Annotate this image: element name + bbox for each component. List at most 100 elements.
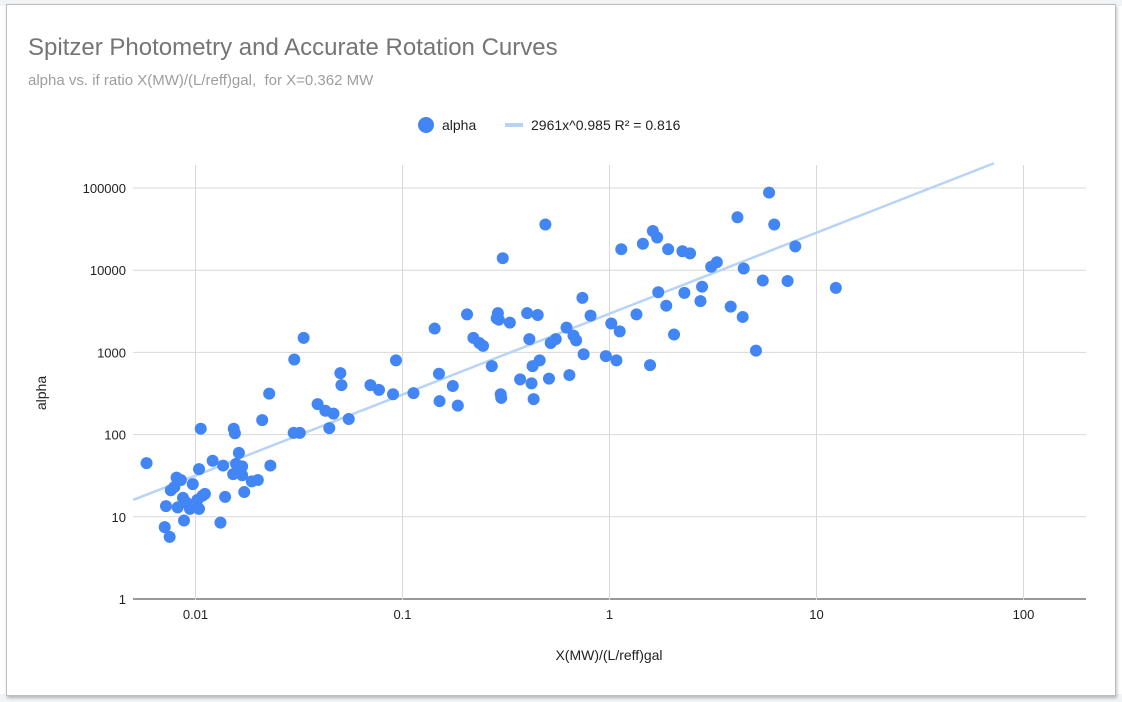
data-point[interactable] (613, 325, 626, 338)
data-point[interactable] (227, 468, 240, 481)
data-point[interactable] (461, 308, 474, 321)
data-point[interactable] (495, 391, 508, 404)
data-point[interactable] (387, 388, 400, 401)
data-point[interactable] (485, 360, 498, 373)
data-points (140, 186, 842, 543)
data-point[interactable] (737, 262, 750, 275)
data-point[interactable] (560, 321, 573, 334)
data-point[interactable] (373, 383, 386, 396)
data-point[interactable] (599, 350, 612, 363)
data-point[interactable] (193, 502, 206, 515)
data-point[interactable] (605, 317, 618, 330)
data-point[interactable] (477, 339, 490, 352)
data-point[interactable] (781, 274, 794, 287)
data-point[interactable] (570, 334, 583, 347)
data-point[interactable] (236, 460, 249, 473)
data-point[interactable] (644, 359, 657, 372)
data-point[interactable] (660, 299, 673, 312)
data-point[interactable] (238, 486, 251, 499)
data-point[interactable] (710, 256, 723, 269)
data-point[interactable] (389, 354, 402, 367)
data-point[interactable] (159, 500, 172, 513)
x-tick-label: 0.1 (393, 607, 411, 622)
data-point[interactable] (525, 377, 538, 390)
data-point[interactable] (496, 252, 509, 265)
data-point[interactable] (563, 369, 576, 382)
data-point[interactable] (214, 516, 227, 529)
data-point[interactable] (264, 459, 277, 472)
data-point[interactable] (206, 454, 219, 467)
data-point[interactable] (678, 286, 691, 299)
data-point[interactable] (451, 399, 464, 412)
data-point[interactable] (432, 367, 445, 380)
data-point[interactable] (293, 426, 306, 439)
data-point[interactable] (651, 231, 664, 244)
data-point[interactable] (228, 427, 241, 440)
data-point[interactable] (549, 333, 562, 346)
data-point[interactable] (342, 412, 355, 425)
data-point[interactable] (523, 333, 536, 346)
data-point[interactable] (521, 307, 534, 320)
data-point[interactable] (829, 281, 842, 294)
data-point[interactable] (236, 469, 249, 482)
data-point[interactable] (763, 186, 776, 199)
data-point[interactable] (217, 459, 230, 472)
data-point[interactable] (140, 457, 153, 470)
legend[interactable]: alpha 2961x^0.985 R² = 0.816 (418, 117, 681, 133)
data-point[interactable] (198, 487, 211, 500)
data-point[interactable] (652, 286, 665, 299)
data-point[interactable] (178, 514, 191, 527)
data-point[interactable] (186, 478, 199, 491)
data-point[interactable] (539, 218, 552, 231)
data-point[interactable] (219, 490, 232, 503)
data-point[interactable] (335, 379, 348, 392)
data-point[interactable] (503, 316, 516, 329)
data-point[interactable] (736, 310, 749, 323)
data-point[interactable] (662, 243, 675, 256)
data-point[interactable] (334, 367, 347, 380)
data-point[interactable] (636, 237, 649, 250)
data-point[interactable] (193, 463, 206, 476)
data-point[interactable] (183, 502, 196, 515)
data-point[interactable] (533, 354, 546, 367)
data-point[interactable] (684, 247, 697, 260)
data-point[interactable] (724, 300, 737, 313)
data-point[interactable] (288, 353, 301, 366)
data-point[interactable] (696, 280, 709, 293)
data-point[interactable] (263, 387, 276, 400)
data-point[interactable] (615, 243, 628, 256)
data-point[interactable] (577, 348, 590, 361)
data-point[interactable] (576, 291, 589, 304)
data-point[interactable] (584, 309, 597, 322)
chart-card[interactable] (6, 4, 1116, 696)
data-point[interactable] (194, 422, 207, 435)
data-point[interactable] (492, 313, 505, 326)
data-point[interactable] (668, 328, 681, 341)
data-point[interactable] (251, 474, 264, 487)
data-point[interactable] (297, 331, 310, 344)
data-point[interactable] (428, 322, 441, 335)
data-point[interactable] (158, 521, 171, 534)
data-point[interactable] (756, 274, 769, 287)
data-point[interactable] (174, 474, 187, 487)
data-point[interactable] (630, 308, 643, 321)
data-point[interactable] (527, 393, 540, 406)
data-point[interactable] (327, 407, 340, 420)
data-point[interactable] (610, 354, 623, 367)
data-point[interactable] (433, 395, 446, 408)
data-point[interactable] (232, 446, 245, 459)
data-point[interactable] (731, 211, 744, 224)
data-point[interactable] (407, 387, 420, 400)
data-point[interactable] (256, 414, 269, 427)
data-point[interactable] (694, 295, 707, 308)
data-point[interactable] (446, 380, 459, 393)
data-point[interactable] (542, 372, 555, 385)
legend-trendline-label: 2961x^0.985 R² = 0.816 (531, 117, 681, 133)
data-point[interactable] (749, 344, 762, 357)
data-point[interactable] (531, 309, 544, 322)
data-point[interactable] (514, 373, 527, 386)
data-point[interactable] (323, 422, 336, 435)
data-point[interactable] (768, 218, 781, 231)
data-point[interactable] (163, 530, 176, 543)
data-point[interactable] (789, 240, 802, 253)
